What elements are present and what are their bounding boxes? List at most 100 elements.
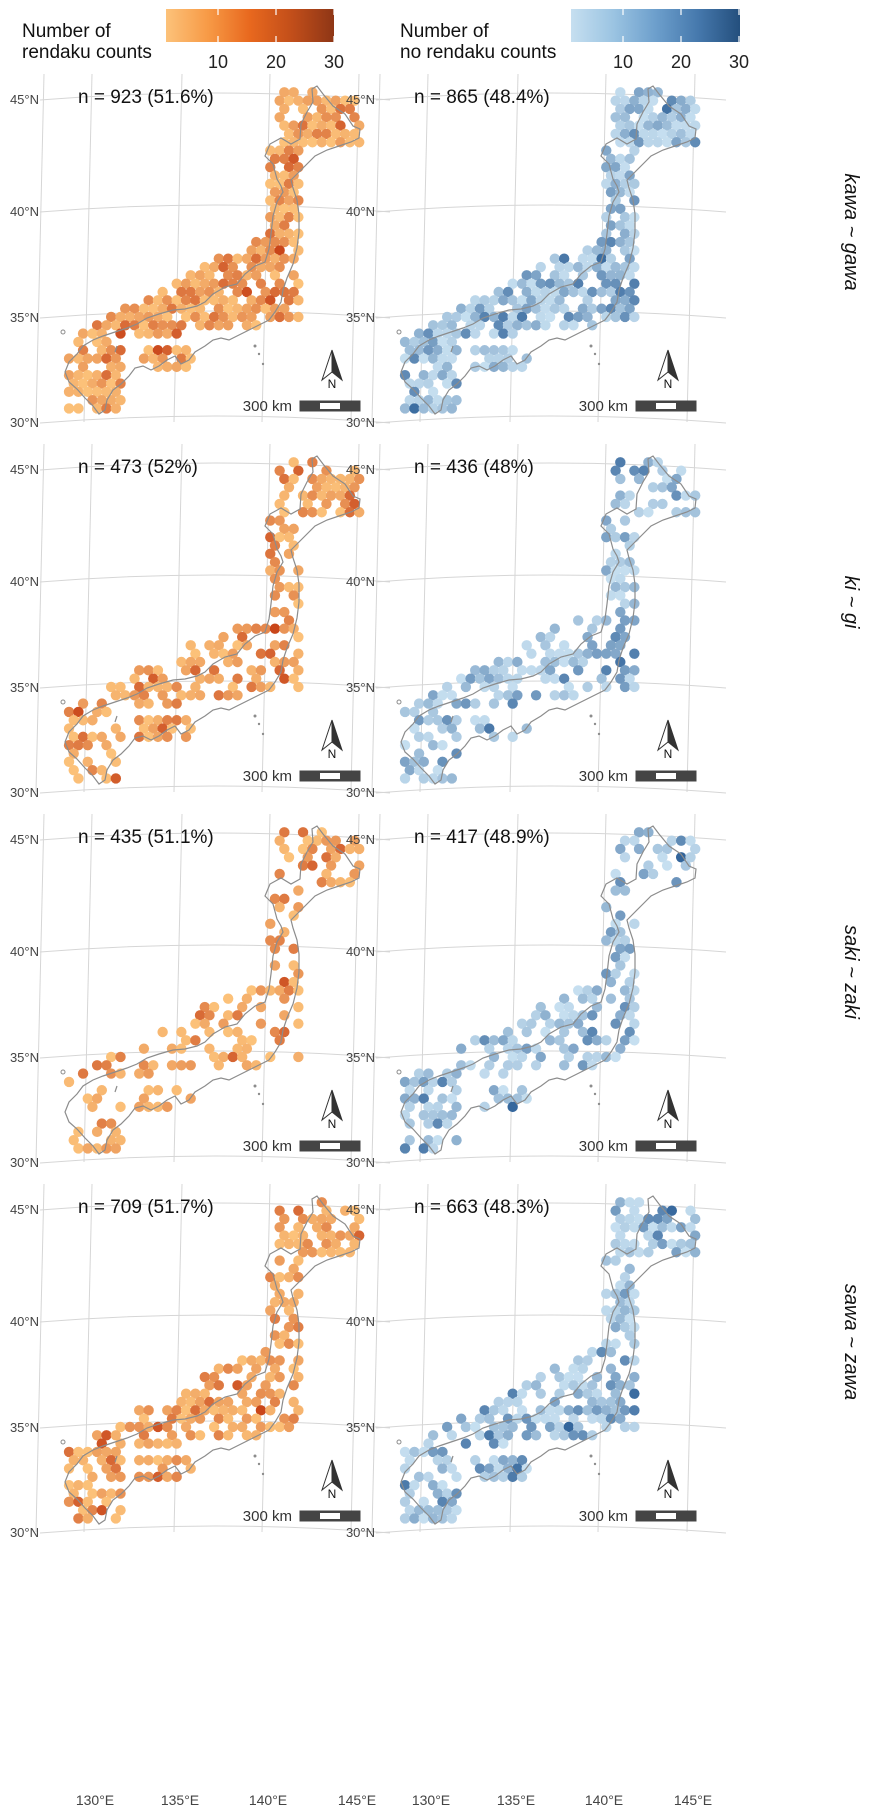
hexbin [432, 345, 443, 356]
hexbin [577, 1430, 589, 1441]
hexbin [269, 556, 281, 568]
north-arrow-label: N [328, 1117, 337, 1131]
hexbin [418, 403, 429, 414]
hexbin [399, 1446, 411, 1458]
hexbin [176, 320, 187, 331]
hexbin [563, 1001, 575, 1013]
hexbin [279, 303, 290, 314]
hexbin [274, 1205, 285, 1216]
hexbin [190, 648, 201, 659]
hexbin [73, 1480, 84, 1491]
hexbin [437, 336, 448, 348]
hexbin [657, 852, 668, 863]
hexbin [208, 311, 220, 323]
hexbin [474, 673, 486, 684]
hexbin [148, 723, 159, 734]
hexbin [601, 935, 612, 946]
graticule-longitude [419, 813, 429, 1163]
hexbin [629, 95, 640, 106]
legend-no-rendaku-title-line2: no rendaku counts [400, 42, 556, 63]
hexbin [629, 1355, 640, 1366]
hexbin [563, 1051, 575, 1063]
hexbin [516, 665, 528, 676]
latitude-label: 40°N [10, 204, 39, 219]
hexbin [283, 295, 295, 306]
hexbin [521, 320, 532, 331]
hexbin [619, 228, 631, 239]
hexbin [605, 186, 617, 198]
graticule-longitude [35, 1183, 45, 1533]
hexbin [279, 993, 290, 1004]
hexbin [162, 1101, 173, 1113]
hexbin [680, 490, 692, 501]
hexbin [251, 1363, 262, 1374]
hexbin [427, 1143, 439, 1154]
hexbin [615, 203, 626, 214]
hexbin [432, 764, 443, 776]
hexbin [587, 1380, 598, 1391]
hexbin [335, 843, 346, 855]
hexbin [208, 261, 220, 273]
hexbin [316, 490, 327, 501]
hexbin [427, 370, 439, 381]
hexbin [498, 1405, 509, 1416]
hexbin [77, 378, 89, 389]
hexbin [465, 303, 476, 314]
hexbin [321, 95, 332, 106]
hexbin [601, 261, 612, 273]
hexbin [274, 465, 285, 476]
hexbin [293, 1205, 304, 1216]
hexbin [105, 748, 117, 759]
hexbin [610, 112, 621, 123]
hexbin [269, 270, 281, 281]
hexbin [63, 740, 75, 751]
hexbin [624, 220, 635, 231]
hexbin [451, 715, 462, 726]
hexbin [325, 120, 337, 131]
hexbin [488, 1085, 500, 1096]
hexbin [558, 270, 570, 281]
graticule-latitude [39, 462, 391, 471]
hexbin [279, 137, 290, 148]
hexbin [409, 353, 420, 364]
sample-size-label: n = 417 (48.9%) [414, 827, 550, 848]
hexbin [470, 1421, 481, 1433]
hexbin [251, 1060, 262, 1071]
hexbin [91, 1126, 103, 1138]
hexbin [615, 1043, 626, 1054]
hexbin [582, 631, 593, 643]
hexbin [288, 540, 299, 551]
hexbin [451, 731, 462, 743]
hexbin [115, 681, 126, 693]
hexbin [279, 523, 290, 535]
hexbin [507, 328, 518, 339]
hexbin [605, 253, 617, 264]
hexbin [279, 203, 290, 214]
hexbin [77, 1455, 89, 1466]
hexbin [101, 706, 112, 718]
hexbin [265, 1388, 276, 1399]
latitude-label: 35°N [10, 1420, 39, 1435]
hexbin [227, 295, 239, 306]
hexbin [190, 681, 201, 693]
hexbin [101, 1463, 112, 1474]
hexbin [279, 843, 290, 855]
hexbin [208, 1371, 220, 1383]
hexbin [558, 656, 570, 668]
hexbin [633, 1247, 645, 1258]
hexbin [96, 378, 108, 389]
graticule-latitude [375, 574, 727, 583]
graticule-longitude [686, 443, 696, 793]
north-arrow-icon: N [320, 1459, 344, 1501]
hexbin [246, 245, 257, 256]
hexbin [190, 295, 201, 306]
hexbin [208, 278, 220, 289]
hexbin [222, 303, 234, 314]
hexbin [152, 311, 164, 323]
hexbin [82, 353, 93, 364]
hexbin [615, 103, 626, 115]
hexbin [255, 665, 267, 676]
hexbin [293, 211, 304, 223]
hexbin [325, 1230, 337, 1241]
hexbin [549, 1363, 560, 1374]
